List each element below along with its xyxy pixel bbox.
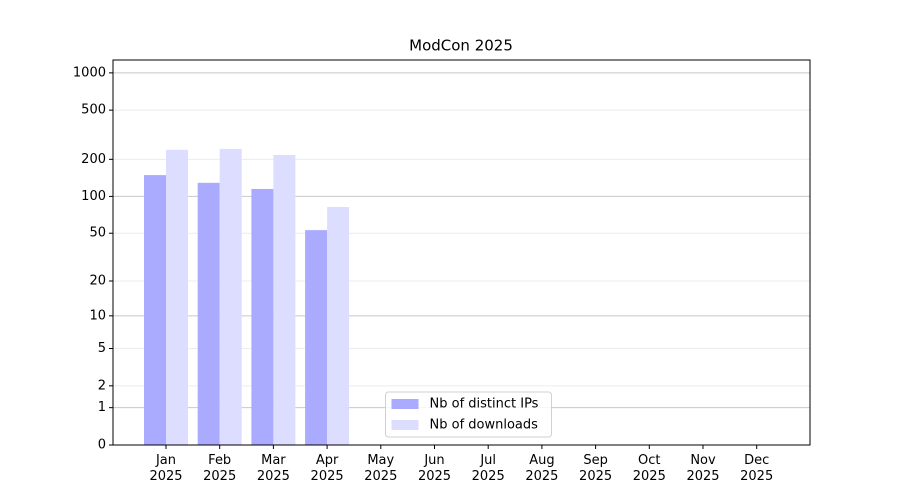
y-tick-label: 200 <box>81 152 106 167</box>
legend-swatch <box>391 399 419 409</box>
x-tick-label: Oct 2025 <box>632 453 666 484</box>
x-tick-label: Aug 2025 <box>525 453 559 484</box>
y-tick-label: 2 <box>98 378 106 393</box>
y-tick-label: 1 <box>98 400 106 415</box>
y-tick-label: 1000 <box>73 65 106 80</box>
x-tick-label: Dec 2025 <box>740 453 774 484</box>
bar <box>197 182 220 445</box>
legend: Nb of distinct IPs Nb of downloads <box>385 391 552 438</box>
y-tick-label: 20 <box>89 274 106 289</box>
x-tick-label: Jun 2025 <box>417 453 452 484</box>
bar <box>144 175 166 445</box>
y-tick-label: 100 <box>81 189 106 204</box>
legend-label: Nb of distinct IPs <box>430 397 539 412</box>
bar <box>273 154 296 445</box>
bar <box>305 230 328 445</box>
legend-box <box>385 391 552 438</box>
x-tick-label: Apr 2025 <box>310 453 344 484</box>
chart-title: ModCon 2025 <box>409 37 513 55</box>
x-tick-label: Sep 2025 <box>579 453 613 484</box>
x-tick-label: Nov 2025 <box>686 453 720 484</box>
legend-swatch <box>391 420 419 430</box>
bar <box>166 149 188 445</box>
x-tick-label: Mar 2025 <box>256 453 290 484</box>
x-tick-label: Jan 2025 <box>149 453 183 484</box>
y-tick-label: 500 <box>81 103 106 118</box>
bar <box>219 148 242 445</box>
legend-label: Nb of downloads <box>430 418 539 433</box>
plot-frame <box>112 59 811 446</box>
x-tick-label: May 2025 <box>364 453 398 484</box>
y-tick-label: 0 <box>98 438 106 453</box>
y-tick-label: 50 <box>89 226 106 241</box>
y-tick-label: 5 <box>98 341 106 356</box>
x-tick-label: Feb 2025 <box>203 453 237 484</box>
bar <box>327 206 350 445</box>
x-tick-label: Jul 2025 <box>471 453 505 484</box>
y-tick-label: 10 <box>89 308 106 323</box>
bar <box>251 188 274 445</box>
